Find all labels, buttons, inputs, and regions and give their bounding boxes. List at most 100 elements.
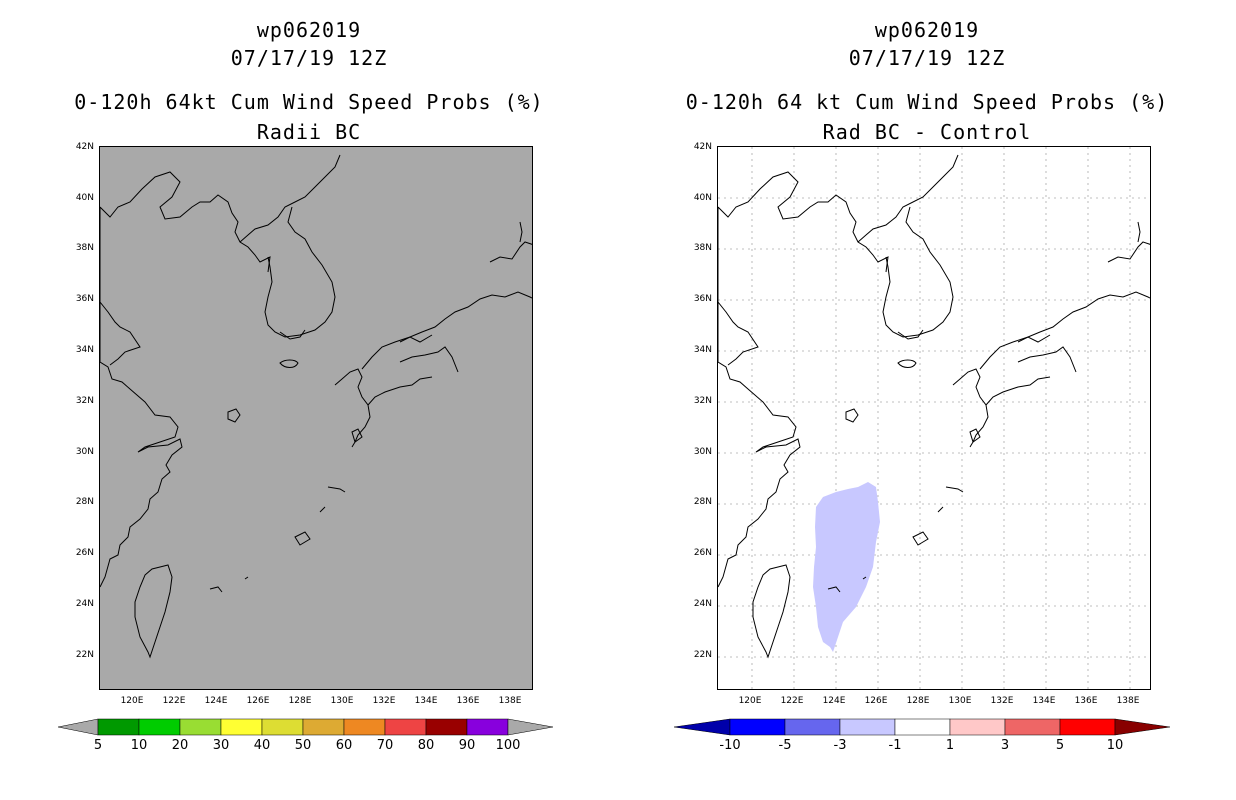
lat-label: 30N (693, 447, 712, 457)
colorbar-high-end (1114, 718, 1171, 736)
lat-label: 24N (693, 599, 712, 609)
lat-label: 26N (693, 548, 712, 558)
colorbar-label: 90 (458, 738, 476, 753)
lat-label: 22N (75, 650, 94, 660)
storm-id-title: wp062019 (256, 18, 362, 42)
colorbar-swatch (729, 718, 786, 736)
lon-label: 132E (372, 696, 396, 706)
lat-label: 42N (75, 142, 94, 152)
colorbar-label: 1 (945, 738, 955, 753)
colorbar-swatch (302, 718, 345, 736)
colorbar-label: -1 (888, 738, 902, 753)
probability-colorbar (58, 718, 554, 736)
colorbar-high-end (507, 718, 554, 736)
lat-label: 40N (75, 193, 94, 203)
lat-label: 28N (75, 497, 94, 507)
lon-label: 134E (414, 696, 438, 706)
lon-label: 134E (1032, 696, 1056, 706)
colorbar-swatch (97, 718, 140, 736)
colorbar-label: -5 (778, 738, 792, 753)
colorbar-label: 70 (376, 738, 394, 753)
colorbar-label: 20 (171, 738, 189, 753)
difference-map (717, 146, 1151, 690)
colorbar-label: 40 (253, 738, 271, 753)
colorbar-label: 80 (417, 738, 435, 753)
lon-label: 136E (456, 696, 480, 706)
colorbar-swatch (894, 718, 951, 736)
colorbar-label: 30 (212, 738, 230, 753)
lon-label: 128E (906, 696, 930, 706)
colorbar-label: 100 (495, 738, 521, 753)
probability-difference-area (813, 482, 880, 652)
lon-label: 130E (330, 696, 354, 706)
lat-label: 38N (75, 243, 94, 253)
colorbar-label: -3 (833, 738, 847, 753)
panel-subtitle: Radii BC (256, 120, 362, 144)
colorbar-label: 3 (1000, 738, 1010, 753)
colorbar-swatch (1004, 718, 1061, 736)
coastline-layer (100, 154, 532, 659)
lat-label: 30N (75, 447, 94, 457)
lon-label: 126E (246, 696, 270, 706)
colorbar-swatch (138, 718, 181, 736)
datetime-title: 07/17/19 12Z (848, 46, 1006, 70)
lon-label: 120E (738, 696, 762, 706)
lon-label: 124E (822, 696, 846, 706)
colorbar-swatch (384, 718, 427, 736)
lon-label: 128E (288, 696, 312, 706)
colorbar-swatch (261, 718, 304, 736)
lat-label: 26N (75, 548, 94, 558)
lat-label: 22N (693, 650, 712, 660)
colorbar-swatch (343, 718, 386, 736)
lat-label: 24N (75, 599, 94, 609)
lat-label: 38N (693, 243, 712, 253)
datetime-title: 07/17/19 12Z (230, 46, 388, 70)
lon-label: 132E (990, 696, 1014, 706)
lon-label: 136E (1074, 696, 1098, 706)
lat-label: 32N (693, 396, 712, 406)
storm-id-title: wp062019 (874, 18, 980, 42)
lat-label: 32N (75, 396, 94, 406)
colorbar-label: 5 (1055, 738, 1065, 753)
lat-label: 40N (693, 193, 712, 203)
lat-label: 42N (693, 142, 712, 152)
lon-label: 122E (780, 696, 804, 706)
lon-label: 138E (1116, 696, 1140, 706)
colorbar-label: 10 (130, 738, 148, 753)
lon-label: 138E (498, 696, 522, 706)
left-panel: wp062019 07/17/19 12Z 0-120h 64kt Cum Wi… (58, 18, 554, 753)
lat-label: 34N (75, 345, 94, 355)
graticule (718, 147, 1150, 689)
colorbar-label: 50 (294, 738, 312, 753)
lat-label: 28N (693, 497, 712, 507)
product-title: 0-120h 64 kt Cum Wind Speed Probs (%) (685, 90, 1169, 114)
colorbar-swatch (1059, 718, 1116, 736)
lat-label: 34N (693, 345, 712, 355)
colorbar-swatch (784, 718, 841, 736)
colorbar-swatch (949, 718, 1006, 736)
colorbar-label: 60 (335, 738, 353, 753)
lon-label: 130E (948, 696, 972, 706)
colorbar-low-end (58, 718, 99, 736)
colorbar-label: -10 (719, 738, 741, 753)
colorbar-low-end (674, 718, 731, 736)
lon-label: 120E (120, 696, 144, 706)
lat-label: 36N (75, 294, 94, 304)
lat-label: 36N (693, 294, 712, 304)
lon-label: 122E (162, 696, 186, 706)
colorbar-swatch (839, 718, 896, 736)
difference-colorbar (674, 718, 1171, 736)
lon-label: 124E (204, 696, 228, 706)
colorbar-swatch (179, 718, 222, 736)
panel-subtitle: Rad BC - Control (822, 120, 1032, 144)
coastline-layer (718, 147, 1150, 689)
lon-label: 126E (864, 696, 888, 706)
colorbar-label: 5 (93, 738, 103, 753)
product-title: 0-120h 64kt Cum Wind Speed Probs (%) (74, 90, 544, 114)
probability-map (99, 146, 533, 690)
colorbar-swatch (466, 718, 509, 736)
colorbar-swatch (425, 718, 468, 736)
colorbar-swatch (220, 718, 263, 736)
colorbar-label: 10 (1106, 738, 1124, 753)
right-panel: wp062019 07/17/19 12Z 0-120h 64 kt Cum W… (618, 0, 1236, 800)
